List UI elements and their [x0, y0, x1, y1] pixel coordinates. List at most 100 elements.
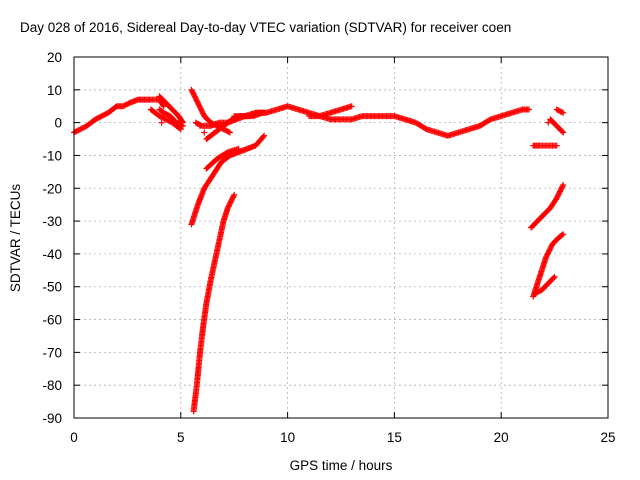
data-point [200, 110, 207, 117]
data-point [199, 109, 206, 116]
y-tick-label: -30 [42, 214, 62, 229]
x-tick-label: 0 [70, 430, 78, 445]
data-point [560, 109, 567, 116]
data-point [192, 94, 199, 101]
x-tick-labels: 0 5 10 15 20 25 [70, 430, 615, 445]
data-point [553, 195, 560, 202]
chart-points [71, 86, 567, 415]
data-point [191, 92, 198, 99]
data-point [197, 105, 204, 112]
series-descending-c [203, 145, 242, 172]
data-point [188, 86, 195, 93]
series-descending-a [188, 132, 268, 228]
x-tick-label: 25 [600, 430, 615, 445]
series-main-track-2 [231, 103, 355, 120]
data-point [545, 119, 552, 126]
plot-frame [73, 56, 609, 419]
y-axis-label: SDTVAR / TECUs [8, 184, 23, 293]
data-point [348, 103, 355, 110]
data-point [198, 107, 205, 114]
data-point [560, 181, 567, 188]
data-point [196, 103, 203, 110]
x-tick-label: 5 [177, 430, 185, 445]
data-point [197, 122, 204, 129]
data-point [227, 199, 234, 206]
y-tick-label: -10 [42, 148, 62, 163]
data-point [261, 132, 268, 139]
y-tick-label: 0 [54, 116, 62, 131]
series-late-segment-b [547, 116, 567, 136]
data-point [158, 119, 165, 126]
data-point [191, 93, 198, 100]
series-late-segment-f [532, 273, 558, 297]
series-late-segment-a [530, 142, 560, 149]
data-point [544, 250, 551, 257]
y-tick-label: -40 [42, 247, 62, 262]
data-point [224, 204, 231, 211]
y-tick-label: -60 [42, 313, 62, 328]
data-point [544, 251, 551, 258]
data-point [525, 106, 532, 113]
y-tick-labels: -90 -80 -70 -60 -50 -40 -30 -20 -10 0 10 20 [42, 50, 62, 426]
series-late-segment-c [553, 106, 567, 116]
data-point [556, 188, 563, 195]
data-point [201, 129, 208, 136]
chart-grid [73, 56, 609, 419]
data-point [225, 128, 232, 135]
data-point [551, 273, 558, 280]
series-main-track-3 [305, 106, 532, 139]
data-point [178, 122, 185, 129]
data-point [558, 185, 565, 192]
data-point [226, 201, 233, 208]
x-axis-label: GPS time / hours [290, 458, 393, 473]
data-point [543, 254, 550, 261]
series-pre-gap-arc-b [156, 93, 186, 126]
data-point [229, 194, 236, 201]
data-point [553, 142, 560, 149]
data-point [189, 89, 196, 96]
series-main-track [71, 96, 167, 136]
data-point [197, 122, 204, 129]
data-point [176, 125, 183, 132]
data-point [196, 102, 203, 109]
data-point [559, 128, 566, 135]
data-point [547, 245, 554, 252]
x-tick-label: 10 [280, 430, 295, 445]
data-point [194, 99, 201, 106]
data-point [229, 195, 236, 202]
data-point [560, 231, 567, 238]
data-point [543, 252, 550, 259]
series-scatter-points [158, 119, 552, 136]
data-point [190, 90, 197, 97]
data-point [559, 232, 566, 239]
y-tick-label: 10 [47, 83, 62, 98]
data-point [226, 202, 233, 209]
data-point [545, 248, 552, 255]
data-point [228, 197, 235, 204]
y-tick-label: -90 [42, 411, 62, 426]
chart-title: Day 028 of 2016, Sidereal Day-to-day VTE… [20, 20, 511, 35]
y-tick-label: 20 [47, 50, 62, 65]
data-point [195, 101, 202, 108]
data-point [231, 191, 238, 198]
data-point [235, 145, 242, 152]
data-point [192, 96, 199, 103]
data-point [558, 184, 565, 191]
data-point [560, 129, 567, 136]
x-tick-label: 20 [494, 430, 509, 445]
y-tick-label: -20 [42, 181, 62, 196]
data-point [227, 198, 234, 205]
data-point [225, 203, 232, 210]
data-point [189, 88, 196, 95]
data-point [557, 187, 564, 194]
data-point [559, 183, 566, 190]
data-point [556, 189, 563, 196]
data-point [555, 191, 562, 198]
data-point [546, 246, 553, 253]
data-point [548, 243, 555, 250]
y-tick-label: -50 [42, 280, 62, 295]
series-late-segment-d [528, 181, 567, 231]
x-tick-label: 15 [387, 430, 402, 445]
data-point [198, 106, 205, 113]
